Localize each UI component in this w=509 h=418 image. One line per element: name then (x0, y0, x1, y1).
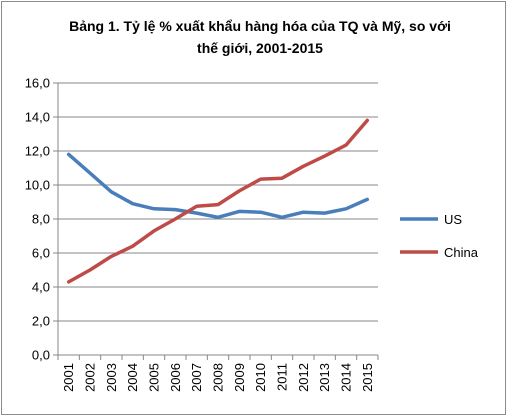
x-tick-label: 2011 (275, 363, 290, 391)
x-tick-label: 2003 (104, 363, 119, 392)
y-tick-label: 16,0 (25, 76, 50, 91)
y-tick-label: 12,0 (25, 144, 50, 159)
x-tick-label: 2008 (211, 363, 226, 392)
gridlines (58, 82, 378, 322)
y-tick-label: 10,0 (25, 178, 50, 193)
y-tick-label: 8,0 (32, 212, 50, 227)
series-line-us (66, 152, 370, 220)
x-tick-label: 2014 (339, 363, 354, 392)
legend: US China (400, 212, 479, 260)
x-tick-label: 2005 (147, 363, 162, 392)
legend-label-us: US (444, 212, 462, 227)
x-tick-label: 2015 (360, 363, 375, 392)
x-tick-label: 2010 (253, 363, 268, 392)
x-tick-label: 2004 (125, 363, 140, 392)
y-axis-ticks: 0,0 2,0 4,0 6,0 8,0 10,0 12,0 14,0 16,0 (25, 76, 378, 363)
x-tick-label: 2013 (317, 363, 332, 392)
x-tick-label: 2012 (296, 363, 311, 392)
y-tick-label: 4,0 (32, 280, 50, 295)
x-tick-label: 2009 (232, 363, 247, 392)
y-tick-label: 14,0 (25, 110, 50, 125)
x-tick-label: 2002 (83, 363, 98, 392)
x-axis-ticks: 2001 2002 2003 2004 2005 2006 2007 2008 2009 2010… (57, 355, 379, 392)
y-tick-label: 0,0 (32, 348, 50, 363)
x-tick-label: 2006 (168, 363, 183, 392)
y-tick-label: 2,0 (32, 314, 50, 329)
x-tick-label: 2001 (61, 363, 76, 392)
legend-label-china: China (444, 245, 479, 260)
y-tick-label: 6,0 (32, 246, 50, 261)
series-lines (66, 118, 370, 284)
chart-title: Bảng 1. Tỷ lệ % xuất khẩu hàng hóa của T… (69, 18, 451, 56)
series-line-china (66, 118, 370, 284)
x-tick-label: 2007 (189, 363, 204, 392)
